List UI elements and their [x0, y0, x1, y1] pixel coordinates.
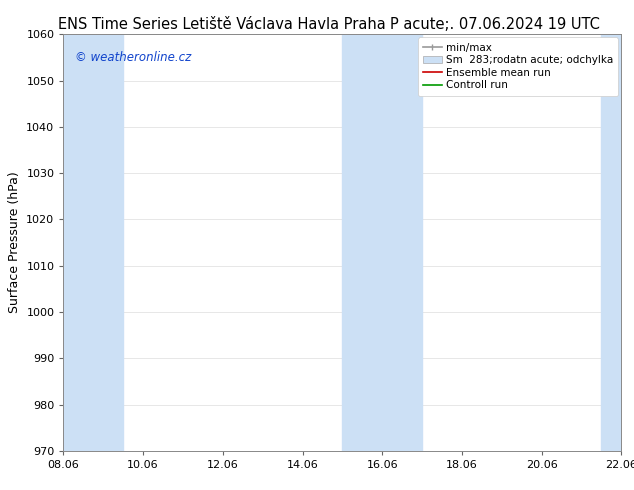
- Bar: [60, 34, 123, 451]
- Text: ENS Time Series Letiště Václava Havla Praha: ENS Time Series Letiště Václava Havla Pr…: [58, 17, 385, 32]
- Y-axis label: Surface Pressure (hPa): Surface Pressure (hPa): [8, 172, 21, 314]
- Bar: [602, 34, 625, 451]
- Text: P acute;. 07.06.2024 19 UTC: P acute;. 07.06.2024 19 UTC: [389, 17, 600, 32]
- Bar: [342, 34, 422, 451]
- Text: © weatheronline.cz: © weatheronline.cz: [75, 51, 191, 64]
- Legend: min/max, Sm  283;rodatn acute; odchylka, Ensemble mean run, Controll run: min/max, Sm 283;rodatn acute; odchylka, …: [418, 37, 618, 96]
